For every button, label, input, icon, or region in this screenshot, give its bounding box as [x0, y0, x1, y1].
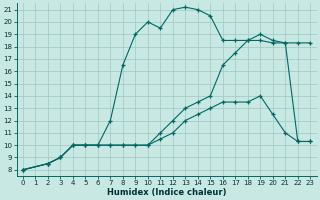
X-axis label: Humidex (Indice chaleur): Humidex (Indice chaleur) [107, 188, 226, 197]
